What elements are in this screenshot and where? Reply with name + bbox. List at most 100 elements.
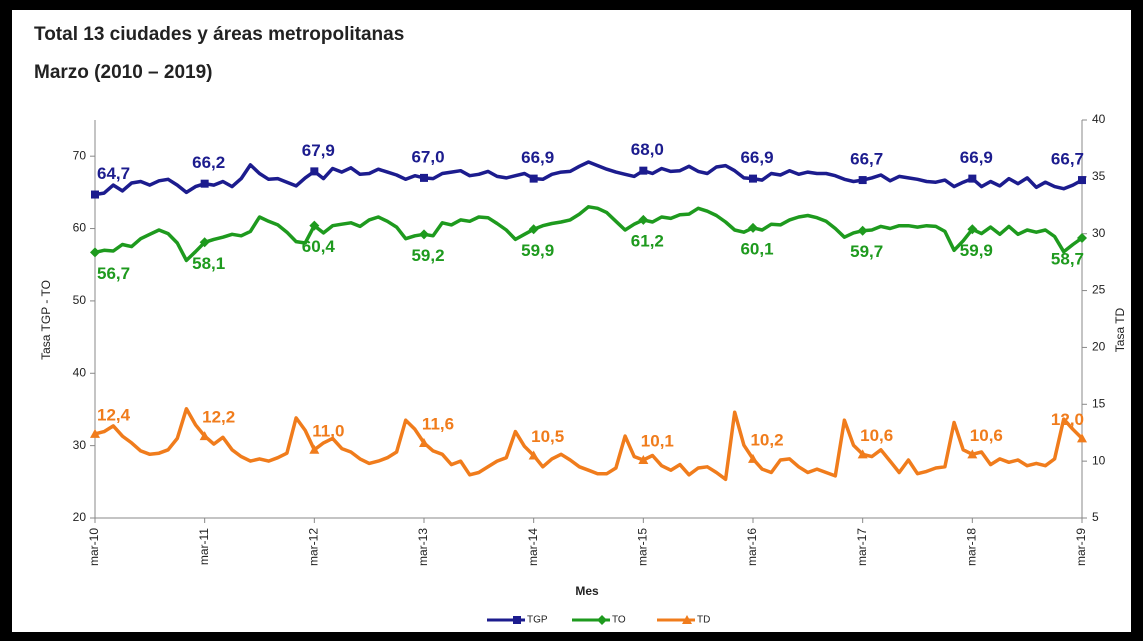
series-line xyxy=(94,407,1084,482)
value-label: 64,7 xyxy=(97,164,130,183)
x-tick-label: mar-17 xyxy=(855,528,869,566)
y2-tick-label: 15 xyxy=(1092,396,1106,410)
marker xyxy=(1078,176,1086,185)
value-label: 66,9 xyxy=(521,148,554,167)
value-label: 66,9 xyxy=(960,148,993,167)
legend-label: TO xyxy=(612,615,626,626)
x-tick-label: mar-13 xyxy=(416,528,430,566)
x-tick-label: mar-16 xyxy=(745,528,759,566)
x-tick-label: mar-15 xyxy=(636,528,650,566)
value-label: 59,9 xyxy=(521,241,554,260)
marker xyxy=(199,237,210,248)
series-line xyxy=(94,205,1084,263)
y2-tick-label: 25 xyxy=(1092,283,1106,297)
y2-tick-label: 20 xyxy=(1092,340,1106,354)
legend-label: TD xyxy=(697,615,710,626)
y2-axis-title: Tasa TD xyxy=(1113,307,1127,352)
marker xyxy=(528,224,539,235)
marker xyxy=(597,615,607,625)
value-label: 12,4 xyxy=(97,405,131,424)
value-label: 66,7 xyxy=(1051,150,1084,169)
y2-tick-label: 10 xyxy=(1092,453,1106,467)
y-tick-label: 60 xyxy=(73,221,87,235)
series-line xyxy=(94,160,1083,197)
marker xyxy=(967,449,978,459)
legend-label: TGP xyxy=(527,615,548,626)
value-label: 11,6 xyxy=(422,414,454,433)
y-tick-label: 70 xyxy=(73,148,87,162)
marker xyxy=(638,455,649,465)
value-label: 59,9 xyxy=(960,241,993,260)
value-label: 10,2 xyxy=(750,430,783,449)
value-label: 59,2 xyxy=(411,246,444,265)
marker xyxy=(91,190,99,199)
y-tick-label: 40 xyxy=(73,365,87,379)
marker xyxy=(968,174,977,183)
marker xyxy=(857,449,868,459)
value-label: 66,2 xyxy=(192,153,225,172)
value-label: 58,7 xyxy=(1051,249,1084,268)
chart-title: Total 13 ciudades y áreas metropolitanas xyxy=(34,24,404,45)
marker xyxy=(513,616,521,624)
x-tick-label: mar-19 xyxy=(1074,528,1088,566)
x-axis-title: Mes xyxy=(575,584,599,598)
value-label: 60,4 xyxy=(302,237,336,256)
y2-tick-label: 40 xyxy=(1092,112,1106,126)
value-label: 56,7 xyxy=(97,264,130,283)
marker xyxy=(748,222,758,233)
chart-frame: Total 13 ciudades y áreas metropolitanas… xyxy=(12,10,1131,632)
value-label: 12,0 xyxy=(1051,410,1084,429)
marker xyxy=(528,450,539,460)
marker xyxy=(682,615,692,624)
marker xyxy=(1077,232,1087,243)
marker xyxy=(857,225,868,236)
marker xyxy=(419,229,429,240)
value-label: 66,7 xyxy=(850,150,883,169)
marker xyxy=(199,431,210,441)
y-tick-label: 50 xyxy=(73,293,87,307)
value-label: 68,0 xyxy=(631,140,664,159)
y2-tick-label: 5 xyxy=(1092,510,1099,524)
value-label: 10,5 xyxy=(531,427,564,446)
y-tick-label: 20 xyxy=(73,510,87,524)
value-label: 67,0 xyxy=(411,147,444,166)
marker xyxy=(529,174,538,183)
value-label: 59,7 xyxy=(850,242,883,261)
value-label: 11,0 xyxy=(312,421,344,440)
value-label: 61,2 xyxy=(631,231,664,250)
marker xyxy=(638,214,649,225)
marker xyxy=(310,167,319,176)
x-tick-label: mar-10 xyxy=(87,528,101,566)
value-label: 10,6 xyxy=(860,426,893,445)
y2-tick-label: 35 xyxy=(1092,169,1106,183)
marker xyxy=(858,176,867,185)
marker xyxy=(90,247,100,258)
x-tick-label: mar-11 xyxy=(197,528,211,565)
value-label: 58,1 xyxy=(192,254,225,273)
value-label: 67,9 xyxy=(302,141,335,160)
x-tick-label: mar-12 xyxy=(307,528,321,566)
y-axis-title: Tasa TGP - TO xyxy=(39,280,53,360)
y2-tick-label: 30 xyxy=(1092,226,1106,240)
value-label: 66,9 xyxy=(740,148,773,167)
marker xyxy=(1077,433,1087,443)
marker xyxy=(749,174,757,183)
marker xyxy=(748,453,758,463)
x-tick-label: mar-14 xyxy=(526,528,540,566)
x-tick-label: mar-18 xyxy=(965,528,979,566)
marker xyxy=(639,166,648,175)
marker xyxy=(420,173,428,182)
marker xyxy=(90,428,100,438)
marker xyxy=(967,224,978,235)
marker xyxy=(419,437,429,447)
value-label: 60,1 xyxy=(740,239,773,258)
chart-subtitle: Marzo (2010 – 2019) xyxy=(34,62,213,83)
value-label: 10,6 xyxy=(970,426,1003,445)
y-tick-label: 30 xyxy=(73,438,87,452)
value-label: 10,1 xyxy=(641,431,674,450)
marker xyxy=(309,220,320,231)
marker xyxy=(309,444,320,454)
marker xyxy=(200,179,209,188)
value-label: 12,2 xyxy=(202,408,235,427)
